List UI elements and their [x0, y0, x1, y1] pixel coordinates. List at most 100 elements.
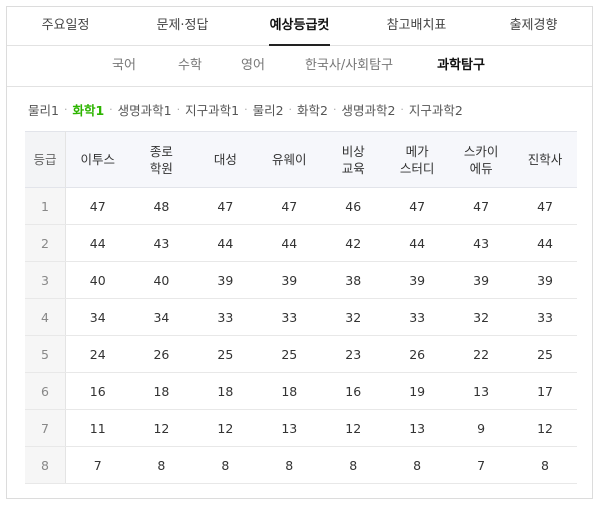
- score-cell: 16: [321, 372, 386, 410]
- subject-item-3[interactable]: 생명과학1: [117, 102, 172, 118]
- score-cell: 8: [513, 446, 577, 484]
- score-cell: 16: [65, 372, 130, 410]
- column-header-text: 학원: [149, 160, 173, 176]
- column-header-text: 종로: [149, 143, 173, 159]
- score-cell: 34: [129, 298, 194, 336]
- score-cell: 25: [193, 335, 258, 373]
- column-header-text: 대성: [213, 152, 237, 167]
- score-cell: 33: [513, 298, 577, 336]
- subject-separator: ·: [63, 102, 68, 116]
- score-cell: 38: [321, 261, 386, 299]
- score-cell: 17: [513, 372, 577, 410]
- score-cell: 9: [449, 409, 514, 447]
- column-header-text: 비상: [341, 143, 365, 159]
- score-cell: 43: [129, 224, 194, 262]
- score-cell: 44: [257, 224, 322, 262]
- score-cell: 33: [193, 298, 258, 336]
- score-cell: 12: [513, 409, 577, 447]
- score-cell: 12: [193, 409, 258, 447]
- table-row: 3 40 40 39 39 38 39 39 39: [25, 261, 577, 299]
- score-cell: 18: [257, 372, 322, 410]
- score-cell: 23: [321, 335, 386, 373]
- table-row: 7 11 12 12 13 12 13 9 12: [25, 409, 577, 447]
- tab-2[interactable]: 문제·정답: [156, 18, 209, 33]
- grade-cell: 4: [25, 298, 66, 336]
- grade-cell: 5: [25, 335, 66, 373]
- score-cell: 26: [385, 335, 450, 373]
- grade-column-header: 등급: [25, 131, 66, 188]
- score-cell: 13: [449, 372, 514, 410]
- score-cell: 44: [513, 224, 577, 262]
- score-cell: 25: [257, 335, 322, 373]
- subject-separator: ·: [176, 102, 181, 116]
- tab-5[interactable]: 출제경향: [509, 18, 558, 33]
- column-header-1: 이투스: [65, 131, 130, 188]
- subject-area-tab-3[interactable]: 영어: [241, 58, 265, 73]
- subject-area-tab-2[interactable]: 수학: [178, 58, 202, 73]
- tab-4[interactable]: 참고배치표: [386, 18, 447, 33]
- subject-item-6[interactable]: 화학2: [297, 102, 328, 118]
- grade-cell: 6: [25, 372, 66, 410]
- score-cell: 24: [65, 335, 130, 373]
- column-header-text: 메가: [405, 143, 429, 159]
- score-cell: 42: [321, 224, 386, 262]
- main-tab-bar: 주요일정 문제·정답 예상등급컷 참고배치표 출제경향: [7, 7, 592, 46]
- score-cell: 39: [513, 261, 577, 299]
- score-cell: 33: [385, 298, 450, 336]
- grade-cell: 2: [25, 224, 66, 262]
- tab-3[interactable]: 예상등급컷: [241, 7, 358, 46]
- tab-1[interactable]: 주요일정: [41, 18, 90, 33]
- score-cell: 8: [321, 446, 386, 484]
- column-header-text: 이투스: [80, 152, 115, 167]
- column-header-5: 비상 교육: [321, 131, 386, 188]
- score-cell: 47: [513, 187, 577, 225]
- score-cell: 8: [257, 446, 322, 484]
- column-header-7: 스카이 에듀: [449, 131, 514, 188]
- score-cell: 44: [65, 224, 130, 262]
- column-header-text: 에듀: [469, 160, 493, 176]
- score-cell: 39: [449, 261, 514, 299]
- score-cell: 47: [385, 187, 450, 225]
- subject-separator: ·: [244, 102, 248, 116]
- subject-item-1[interactable]: 물리1: [28, 102, 59, 118]
- score-cell: 18: [193, 372, 258, 410]
- table-row: 5 24 26 25 25 23 26 22 25: [25, 335, 577, 373]
- score-cell: 46: [321, 187, 386, 225]
- subject-item-4[interactable]: 지구과학1: [185, 102, 240, 118]
- subject-item-7[interactable]: 생명과학2: [341, 102, 396, 118]
- score-cell: 39: [257, 261, 322, 299]
- score-cell: 47: [449, 187, 514, 225]
- column-header-3: 대성: [193, 131, 258, 188]
- score-cell: 33: [257, 298, 322, 336]
- score-cell: 7: [65, 446, 130, 484]
- score-cell: 48: [129, 187, 194, 225]
- score-cell: 25: [513, 335, 577, 373]
- score-cell: 47: [65, 187, 130, 225]
- subject-item-2[interactable]: 화학1: [72, 102, 105, 118]
- subject-separator: ·: [332, 102, 337, 116]
- score-cell: 32: [321, 298, 386, 336]
- score-cell: 40: [65, 261, 130, 299]
- column-header-text: 스카이: [463, 143, 499, 159]
- column-header-text: 교육: [341, 160, 365, 176]
- subject-item-5[interactable]: 물리2: [252, 102, 284, 118]
- grade-cut-panel: 주요일정 문제·정답 예상등급컷 참고배치표 출제경향 국어 수학 영어 한국사/사회탐구 과학…: [6, 6, 593, 499]
- table-row: 6 16 18 18 18 16 19 13 17: [25, 372, 577, 410]
- grade-cell: 3: [25, 261, 66, 299]
- subject-item-8[interactable]: 지구과학2: [408, 102, 463, 118]
- score-cell: 8: [129, 446, 194, 484]
- subject-area-tab-1[interactable]: 국어: [112, 58, 136, 73]
- score-cell: 7: [449, 446, 514, 484]
- subject-area-tab-4[interactable]: 한국사/사회탐구: [304, 58, 394, 73]
- table-body: 1 47 48 47 47 46 47 47 47 2 44 43 44 44 42 44 43 44 3 40 40 3…: [25, 187, 577, 484]
- table-row: 1 47 48 47 47 46 47 47 47: [25, 187, 577, 225]
- grade-cell: 1: [25, 187, 66, 225]
- score-cell: 12: [321, 409, 386, 447]
- subject-area-tab-5[interactable]: 과학탐구: [437, 58, 485, 73]
- score-cell: 8: [193, 446, 258, 484]
- column-header-8: 진학사: [513, 131, 577, 188]
- column-header-2: 종로 학원: [129, 131, 194, 188]
- subject-separator: ·: [109, 102, 113, 116]
- subject-separator: ·: [288, 102, 293, 116]
- score-cell: 32: [449, 298, 514, 336]
